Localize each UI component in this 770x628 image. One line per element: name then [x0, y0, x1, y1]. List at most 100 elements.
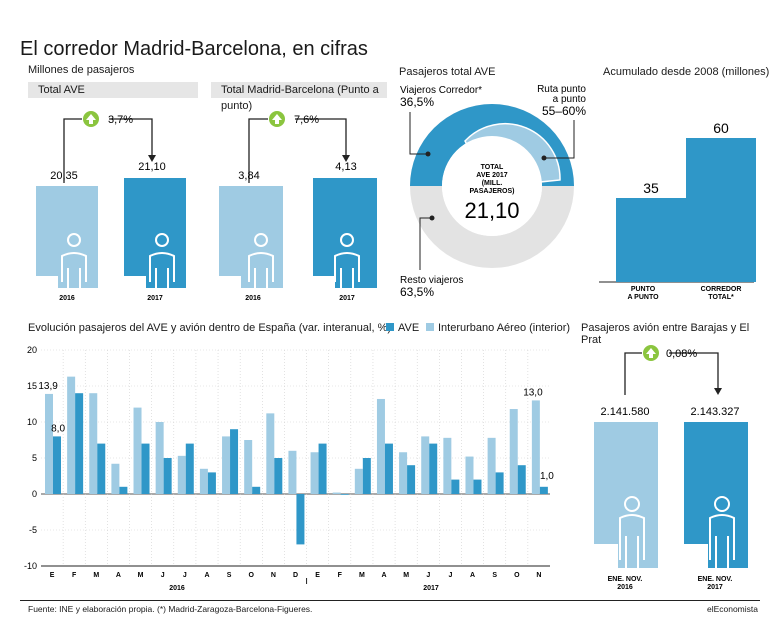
bar-value-label: 35	[643, 180, 659, 196]
bar-aereo	[531, 400, 540, 494]
acumulado-chart: 35 60 PUNTO A PUNTO CORREDOR TOTAL*	[599, 120, 756, 301]
month-label: S	[227, 572, 232, 579]
donut-corredor-slice	[410, 104, 574, 186]
month-label: F	[72, 572, 77, 579]
bar-acumulado	[616, 198, 686, 282]
bar-aereo	[133, 407, 142, 494]
category-label: 2017	[707, 584, 723, 591]
donut-title: Pasajeros total AVE	[399, 66, 496, 78]
bar-aereo	[67, 376, 76, 494]
bar-value-label: 2.141.580	[601, 406, 650, 418]
bar-aereo	[266, 413, 275, 494]
bar-aereo	[244, 440, 253, 494]
person-icon	[248, 233, 274, 288]
legend-label-aereo: Interurbano Aéreo (interior)	[438, 322, 571, 334]
category-label: CORREDOR	[701, 286, 742, 293]
bar-value-label: 21,10	[138, 161, 166, 173]
month-label: J	[183, 572, 187, 579]
bar-value-label: 20,35	[50, 170, 78, 182]
category-label: A PUNTO	[627, 294, 659, 301]
change-connector	[248, 118, 347, 183]
aviones-chart: 0,08% 2.141.580 2.143.327 ENE. NOV. 2016…	[594, 345, 748, 591]
month-label: O	[514, 572, 520, 579]
month-label: J	[426, 572, 430, 579]
donut-center-label: PASAJEROS)	[470, 188, 515, 195]
person-icon	[709, 496, 735, 568]
bar-aereo	[222, 436, 231, 494]
donut-chart: TOTAL AVE 2017 (MILL. PASAJEROS) 21,10 V…	[400, 84, 587, 299]
month-label: N	[536, 572, 541, 579]
category-label: ENE. NOV.	[608, 576, 643, 583]
category-label: 2016	[617, 584, 633, 591]
bar-ave	[97, 443, 106, 494]
month-label: O	[249, 572, 255, 579]
category-label: TOTAL*	[708, 294, 734, 301]
data-annotation: 1,0	[540, 471, 554, 482]
person-icon	[619, 496, 645, 568]
bar-ave	[340, 494, 349, 495]
category-label: ENE. NOV.	[698, 576, 733, 583]
data-annotation: 13,0	[523, 387, 543, 398]
donut-center-label: (MILL.	[482, 180, 503, 187]
evolucion-chart: 20 15 10 5 0 -5 -10 13,9 8,0 13,0 1,0 E F M A M J J A S O N…	[24, 345, 554, 592]
bar-aereo	[288, 450, 297, 494]
corredor-label: Viajeros Corredor*	[400, 85, 482, 96]
bar-ave	[207, 472, 216, 494]
month-label: A	[381, 572, 386, 579]
page-subtitle: Millones de pasajeros	[28, 64, 135, 76]
change-connector	[624, 352, 719, 395]
donut-center-label: AVE 2017	[476, 172, 507, 179]
panel-ave-title: Total AVE	[28, 82, 198, 98]
footer-divider	[20, 600, 760, 601]
y-tick-label: 0	[32, 489, 37, 499]
bar-ave	[517, 465, 526, 494]
bar-acumulado	[686, 138, 756, 282]
evolucion-title: Evolución pasajeros del AVE y avión dent…	[28, 322, 392, 334]
bar-aereo	[509, 409, 518, 494]
corredor-value: 36,5%	[400, 95, 434, 109]
month-label: M	[138, 572, 144, 579]
y-tick-label: 10	[27, 417, 37, 427]
ruta-label: a punto	[553, 94, 587, 105]
change-value: 7,6%	[294, 114, 319, 126]
month-label: M	[403, 572, 409, 579]
page-title: El corredor Madrid-Barcelona, en cifras	[20, 38, 368, 60]
bar-ave	[318, 443, 327, 494]
category-label: PUNTO	[631, 286, 656, 293]
bar-ave	[119, 486, 128, 494]
year-label: 2017	[339, 295, 355, 302]
bar-ave	[53, 436, 61, 494]
month-label: E	[315, 572, 320, 579]
bar-ave	[230, 429, 239, 494]
bar-aereo	[376, 398, 385, 494]
acumulado-title: Acumulado desde 2008 (millones)	[603, 66, 770, 78]
donut-center-label: TOTAL	[481, 164, 504, 171]
brand-logo: elEconomista	[706, 604, 758, 614]
year-label: 2016	[59, 295, 75, 302]
change-value: 0,08%	[666, 348, 697, 360]
bar-ave	[451, 479, 460, 494]
bar-ave	[163, 458, 172, 494]
month-label: D	[293, 572, 298, 579]
bar-value-label: 3,84	[238, 170, 259, 182]
bar-ave	[495, 472, 504, 494]
change-value: 3,7%	[108, 114, 133, 126]
data-annotation: 8,0	[51, 423, 65, 434]
corredor-leader	[409, 112, 428, 155]
connector-arrowhead	[714, 388, 722, 395]
y-tick-label: 20	[27, 345, 37, 355]
bar-aereo	[199, 468, 208, 494]
bar-aereo	[177, 455, 186, 494]
month-label: F	[338, 572, 343, 579]
bar-ave	[185, 443, 194, 494]
source-note: Fuente: INE y elaboración propia. (*) Ma…	[28, 604, 313, 614]
person-icon	[334, 233, 360, 288]
bar-ave	[429, 443, 438, 494]
resto-label: Resto viajeros	[400, 275, 463, 286]
bar-value-label: 4,13	[335, 161, 356, 173]
bar-aereo	[443, 437, 452, 494]
legend-label-ave: AVE	[398, 322, 420, 334]
panel-mb-title: Total Madrid-Barcelona (Punto a punto)	[211, 82, 387, 112]
resto-value: 63,5%	[400, 285, 434, 299]
month-label: J	[448, 572, 452, 579]
